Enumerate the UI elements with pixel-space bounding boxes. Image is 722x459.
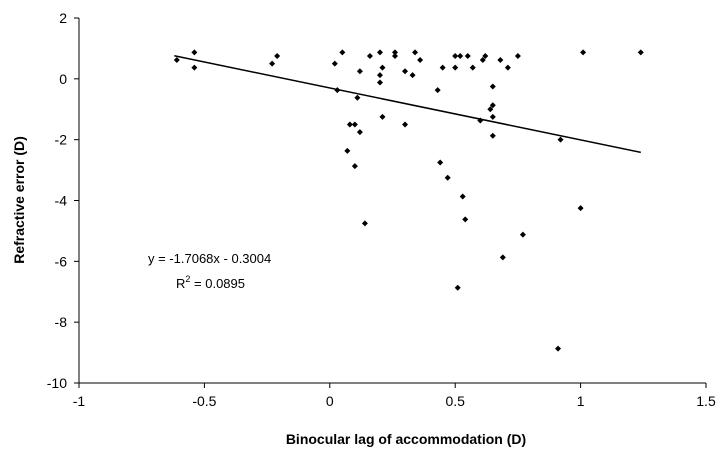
data-point (354, 94, 361, 101)
x-axis-title: Binocular lag of accommodation (D) (286, 431, 526, 447)
x-tick-label: 1.5 (696, 393, 716, 409)
data-point (452, 53, 459, 60)
y-tick-label: 2 (59, 10, 67, 26)
data-point (434, 87, 441, 94)
data-point (392, 49, 399, 56)
data-point (482, 53, 489, 60)
data-point (351, 163, 358, 170)
data-point (439, 64, 446, 71)
data-point (557, 136, 564, 143)
data-point (379, 113, 386, 120)
data-point (437, 159, 444, 166)
data-point (191, 64, 198, 71)
y-ticks: 2 0 -2 -4 -6 -8 -10 (47, 10, 79, 391)
data-point (580, 49, 587, 56)
x-tick-label: 0 (326, 393, 334, 409)
data-point (356, 68, 363, 75)
data-point (191, 49, 198, 56)
y-tick-label: 0 (59, 71, 67, 87)
x-tick-label: -0.5 (192, 393, 216, 409)
data-point (331, 60, 338, 67)
data-point (637, 49, 644, 56)
data-point (459, 193, 466, 200)
data-point (376, 79, 383, 86)
data-point (504, 64, 511, 71)
data-point (514, 53, 521, 60)
data-point (392, 53, 399, 60)
data-point (555, 345, 562, 352)
data-point (457, 53, 464, 60)
x-tick-label: 0.5 (445, 393, 465, 409)
data-point (379, 64, 386, 71)
data-point (499, 254, 506, 261)
x-tick-label: -1 (73, 393, 86, 409)
r-squared-label: R2 = 0.0895 (176, 274, 245, 291)
y-tick-label: -2 (55, 132, 68, 148)
regression-equation: y = -1.7068x - 0.3004 (148, 251, 271, 266)
data-point (479, 56, 486, 63)
data-point (489, 102, 496, 109)
data-point (346, 121, 353, 128)
x-ticks: -1 -0.5 0 0.5 1 1.5 (73, 383, 716, 409)
data-point (402, 121, 409, 128)
y-tick-label: -6 (55, 253, 68, 269)
data-point (444, 174, 451, 181)
data-point (497, 56, 504, 63)
data-point (454, 284, 461, 291)
data-point (519, 231, 526, 238)
data-point (464, 53, 471, 60)
x-tick-label: 1 (577, 393, 585, 409)
data-point (489, 132, 496, 139)
data-point (376, 49, 383, 56)
data-point (489, 83, 496, 90)
data-point (417, 56, 424, 63)
data-point (361, 220, 368, 227)
data-point (577, 205, 584, 212)
data-point (351, 121, 358, 128)
data-point (409, 72, 416, 79)
data-point (339, 49, 346, 56)
data-point (356, 129, 363, 136)
y-axis-title: Refractive error (D) (11, 136, 27, 264)
data-point (344, 147, 351, 154)
data-point (412, 49, 419, 56)
y-tick-label: -4 (55, 193, 68, 209)
data-point (269, 60, 276, 67)
data-point (487, 106, 494, 113)
data-point (489, 113, 496, 120)
trendline (174, 55, 641, 154)
data-point (173, 56, 180, 63)
data-point (274, 53, 281, 60)
data-point (402, 68, 409, 75)
data-point (366, 53, 373, 60)
data-points (173, 49, 644, 352)
data-point (452, 64, 459, 71)
data-point (376, 72, 383, 79)
y-tick-label: -8 (55, 314, 68, 330)
data-point (469, 64, 476, 71)
data-point (462, 216, 469, 223)
y-tick-label: -10 (47, 375, 67, 391)
